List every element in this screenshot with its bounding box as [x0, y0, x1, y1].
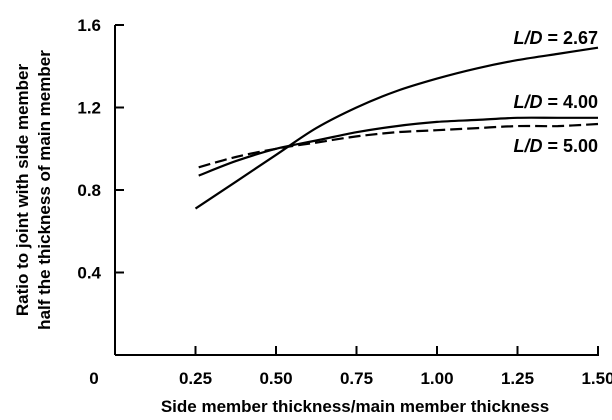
y-tick-label: 0.8 [77, 181, 101, 200]
x-axis-title: Side member thickness/main member thickn… [161, 397, 549, 416]
y-tick-label: 1.2 [77, 99, 101, 118]
series-label-value: = 4.00 [542, 92, 598, 112]
series-label-value: = 5.00 [542, 136, 598, 156]
y-tick-label: 0.4 [77, 264, 101, 283]
series-label-1: L/D = 2.67 [513, 28, 598, 48]
x-tick-label: 1.50 [581, 369, 612, 388]
series-label-3: L/D = 5.00 [513, 136, 598, 156]
x-tick-label: 0.75 [340, 369, 373, 388]
chart-axes: 0.4 0.8 1.2 1.6 0.25 0.50 0.75 1.00 1.25 1.50 [77, 16, 612, 388]
y-axis-title-line-2: half the thickness of main member [35, 50, 54, 330]
x-tick-label: 1.00 [420, 369, 453, 388]
series-label-prefix: L/D [513, 92, 542, 112]
series-label-value: = 2.67 [542, 28, 598, 48]
x-tick-label: 0.25 [179, 369, 212, 388]
y-tick-label: 1.6 [77, 16, 101, 35]
y-axis-title: Ratio to joint with side member half the … [13, 50, 54, 330]
origin-tick-label: 0 [89, 369, 98, 388]
series-label-prefix: L/D [513, 28, 542, 48]
series-label-2: L/D = 4.00 [513, 92, 598, 112]
x-tick-label: 0.50 [259, 369, 292, 388]
x-tick-label: 1.25 [501, 369, 534, 388]
chart-series [196, 48, 599, 209]
y-axis-title-line-1: Ratio to joint with side member [13, 64, 32, 317]
series-label-prefix: L/D [513, 136, 542, 156]
series-line-1 [196, 48, 599, 209]
chart-series-labels: L/D = 2.67L/D = 4.00L/D = 5.00 [513, 28, 598, 156]
